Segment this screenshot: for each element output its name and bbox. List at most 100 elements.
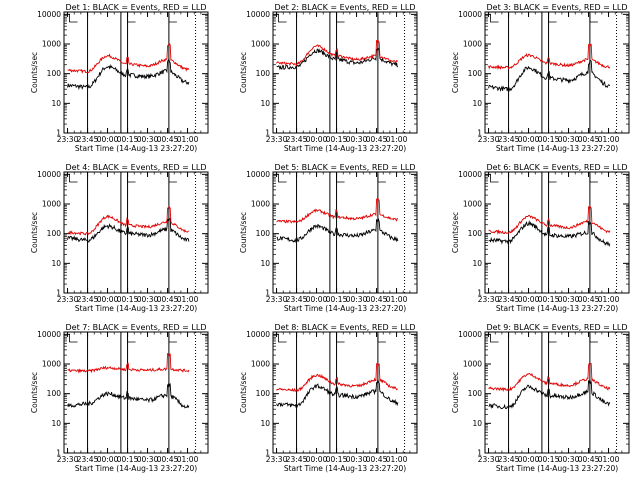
- y-tick-label: 10: [260, 259, 270, 268]
- x-tick-label: 00:45: [366, 455, 388, 464]
- panel-title: Det 7: BLACK = Events, RED = LLD: [66, 323, 207, 332]
- segment-bracket: [69, 334, 78, 343]
- panel-title: Det 1: BLACK = Events, RED = LLD: [66, 3, 207, 12]
- y-axis-label: Counts/sec: [451, 52, 460, 93]
- y-tick-label: 1000: [42, 200, 61, 209]
- y-tick-label: 1: [477, 129, 482, 138]
- segment-bracket: [548, 334, 557, 343]
- x-tick-label: 00:15: [538, 135, 560, 144]
- y-tick-label: 10: [51, 259, 61, 268]
- segment-bracket: [548, 174, 557, 183]
- x-tick-label: 23:30: [266, 455, 288, 464]
- y-tick-label: 1000: [251, 200, 270, 209]
- y-tick-label: 10000: [246, 330, 270, 339]
- y-tick-label: 10: [51, 419, 61, 428]
- series-line-lld: [488, 204, 611, 235]
- y-tick-label: 100: [256, 229, 271, 238]
- y-tick-label: 10: [472, 419, 482, 428]
- x-tick-label: 00:00: [97, 455, 119, 464]
- y-tick-label: 100: [468, 229, 483, 238]
- x-tick-label: 00:45: [157, 135, 179, 144]
- x-tick-label: 01:00: [598, 135, 620, 144]
- y-tick-label: 10000: [246, 170, 270, 179]
- y-axis-label: Counts/sec: [30, 52, 39, 93]
- x-tick-label: 23:45: [498, 135, 520, 144]
- panel-title: Det 4: BLACK = Events, RED = LLD: [66, 163, 207, 172]
- x-tick-label: 01:00: [598, 295, 620, 304]
- y-tick-label: 1: [56, 129, 61, 138]
- panel-3: Det 3: BLACK = Events, RED = LLD 1 10 100 10…: [451, 3, 630, 153]
- segment-bracket: [278, 334, 287, 343]
- panel-1: Det 1: BLACK = Events, RED = LLD 1 10 100 10…: [30, 3, 209, 153]
- x-axis-label: Start Time (14-Aug-13 23:27:20): [496, 144, 618, 153]
- y-tick-label: 100: [468, 389, 483, 398]
- panel-9: Det 9: BLACK = Events, RED = LLD 1 10 100 10…: [451, 323, 630, 473]
- x-tick-label: 23:45: [77, 295, 99, 304]
- plot-frame: [63, 171, 209, 294]
- plot-frame: [272, 171, 418, 294]
- y-tick-label: 1000: [42, 360, 61, 369]
- x-tick-label: 00:15: [538, 295, 560, 304]
- panel-7: Det 7: BLACK = Events, RED = LLD 1 10 100 10…: [30, 323, 209, 473]
- x-tick-label: 23:30: [478, 295, 500, 304]
- x-tick-label: 00:30: [137, 135, 159, 144]
- panel-5: Det 5: BLACK = Events, RED = LLD 1 10 100 10…: [239, 163, 418, 313]
- y-tick-label: 100: [256, 69, 271, 78]
- x-tick-label: 01:00: [386, 455, 408, 464]
- segment-bracket: [589, 174, 598, 183]
- series-line-lld: [67, 206, 190, 236]
- segment-bracket: [168, 174, 177, 183]
- plot-frame: [272, 11, 418, 134]
- series-line-lld: [488, 362, 611, 393]
- plot-frame: [484, 171, 630, 294]
- y-tick-label: 1: [56, 449, 61, 458]
- segment-bracket: [69, 14, 78, 23]
- x-tick-label: 01:00: [386, 135, 408, 144]
- x-tick-label: 00:00: [306, 135, 328, 144]
- y-tick-label: 10000: [458, 10, 482, 19]
- series-line-events: [488, 59, 611, 92]
- y-tick-label: 10: [472, 259, 482, 268]
- x-tick-label: 00:30: [558, 295, 580, 304]
- y-tick-label: 1: [56, 289, 61, 298]
- x-tick-label: 00:15: [117, 455, 139, 464]
- y-axis-label: Counts/sec: [239, 52, 248, 93]
- panel-title: Det 8: BLACK = Events, RED = LLD: [275, 323, 416, 332]
- y-tick-label: 10000: [458, 170, 482, 179]
- series-line-lld: [276, 362, 398, 393]
- segment-bracket: [69, 174, 78, 183]
- segment-bracket: [127, 334, 136, 343]
- plot-frame: [484, 11, 630, 134]
- x-tick-label: 00:15: [538, 455, 560, 464]
- series-line-events: [67, 58, 190, 91]
- y-tick-label: 1: [477, 289, 482, 298]
- x-tick-label: 00:30: [346, 295, 368, 304]
- x-tick-label: 00:45: [157, 295, 179, 304]
- segment-bracket: [589, 334, 598, 343]
- segment-bracket: [377, 334, 386, 343]
- x-tick-label: 00:00: [518, 295, 540, 304]
- series-line-lld: [67, 43, 190, 74]
- y-tick-label: 1: [265, 129, 270, 138]
- x-tick-label: 23:30: [478, 455, 500, 464]
- x-tick-label: 23:30: [478, 135, 500, 144]
- panel-4: Det 4: BLACK = Events, RED = LLD 1 10 100 10…: [30, 163, 209, 313]
- y-tick-label: 1000: [463, 40, 482, 49]
- x-tick-label: 00:30: [558, 455, 580, 464]
- x-tick-label: 23:30: [266, 295, 288, 304]
- segment-bracket: [377, 174, 386, 183]
- x-tick-label: 01:00: [598, 455, 620, 464]
- segment-bracket: [278, 14, 287, 23]
- plot-frame: [484, 331, 630, 454]
- x-axis-label: Start Time (14-Aug-13 23:27:20): [284, 464, 406, 473]
- panel-title: Det 5: BLACK = Events, RED = LLD: [275, 163, 416, 172]
- plot-frame: [63, 331, 209, 454]
- y-tick-label: 1000: [42, 40, 61, 49]
- segment-bracket: [336, 174, 345, 183]
- series-line-events: [67, 382, 190, 409]
- x-tick-label: 23:30: [57, 455, 79, 464]
- x-tick-label: 23:45: [286, 295, 308, 304]
- panel-8: Det 8: BLACK = Events, RED = LLD 1 10 100 10…: [239, 323, 418, 473]
- y-tick-label: 100: [468, 69, 483, 78]
